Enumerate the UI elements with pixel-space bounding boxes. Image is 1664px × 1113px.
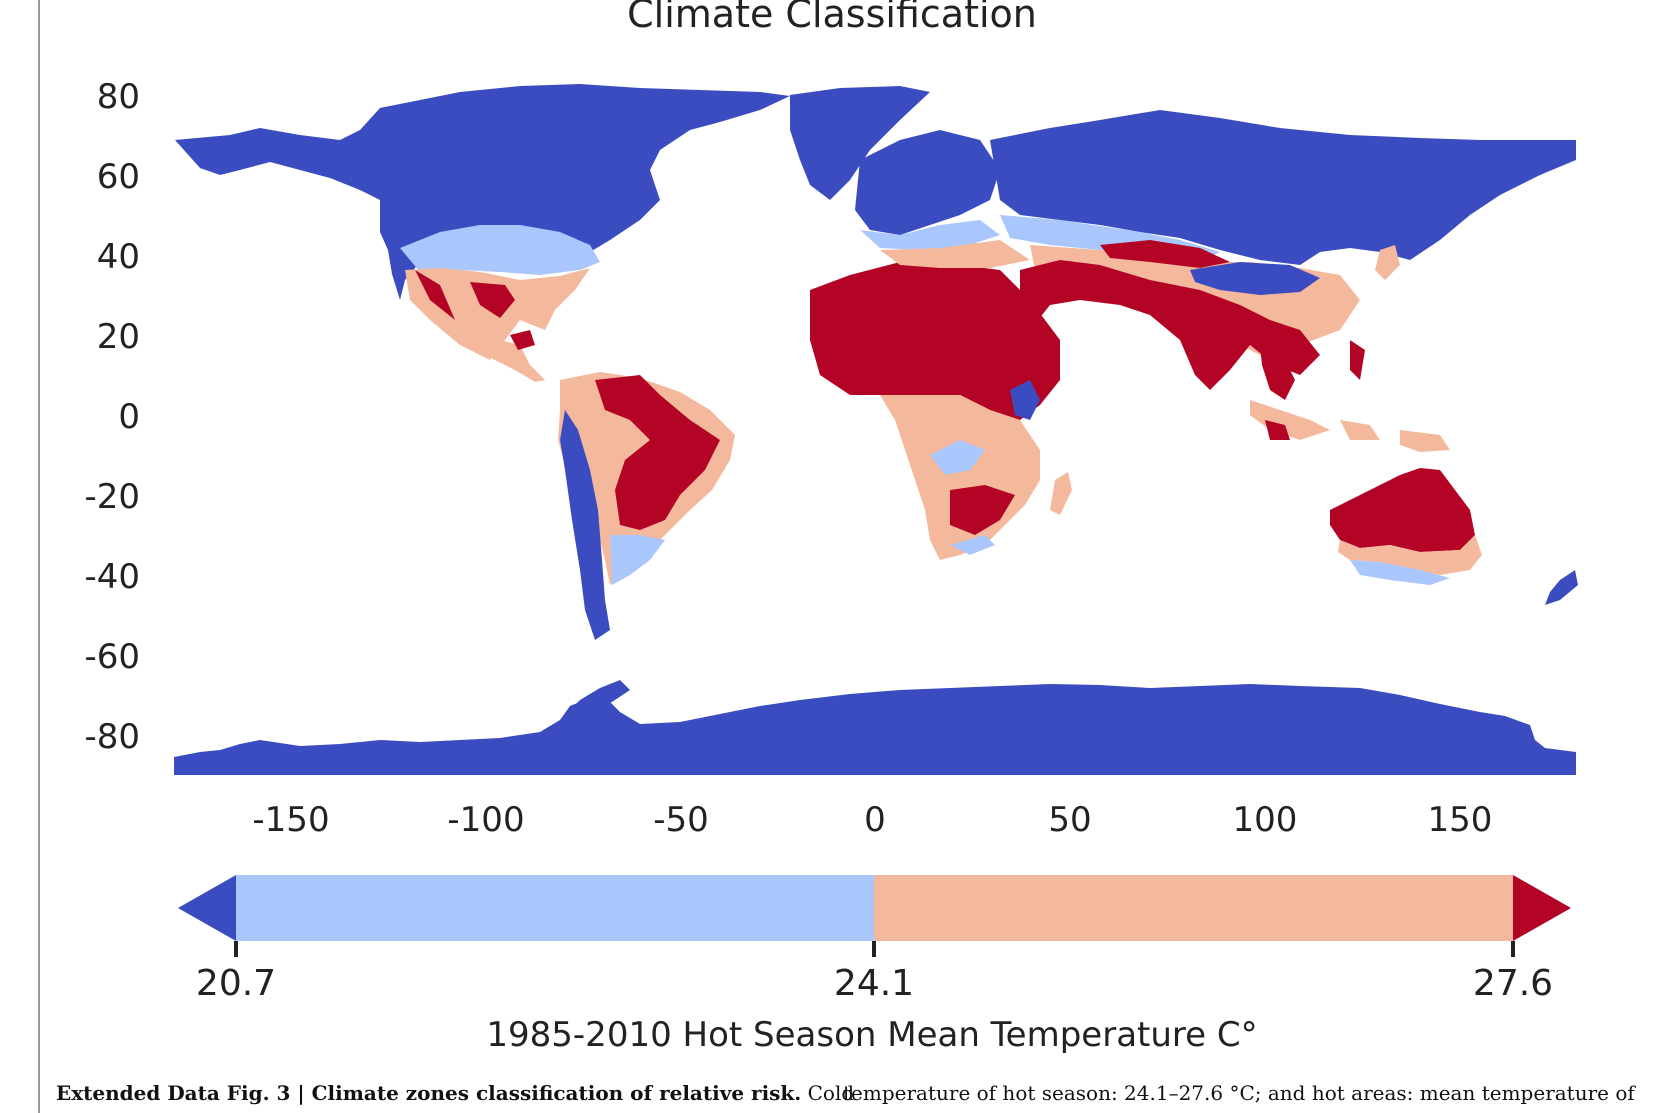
south-america-hot	[595, 375, 720, 530]
colorbar-extend-hot	[1513, 875, 1571, 941]
y-tick-label: -80	[84, 717, 140, 757]
y-tick-label: -60	[84, 637, 140, 677]
southeast-asia-hot	[1260, 345, 1295, 400]
colorbar-tick-label: 27.6	[1472, 963, 1554, 1004]
colorbar-tick-mark	[234, 941, 238, 957]
tibet-cold	[1190, 262, 1320, 295]
europe-cold	[855, 130, 1000, 235]
figure-caption-right: temperature of hot season: 24.1–27.6 °C;…	[843, 1081, 1635, 1105]
y-tick-label: 0	[118, 397, 140, 437]
colorbar-tick-mark	[1511, 941, 1515, 957]
greenland	[790, 86, 930, 200]
x-tick-label: 50	[1048, 800, 1092, 840]
europe-cool	[860, 220, 1000, 250]
south-america-cool	[610, 535, 665, 585]
x-tick-label: -50	[653, 800, 709, 840]
colorbar-label: 1985-2010 Hot Season Mean Temperature C°	[486, 1015, 1258, 1055]
caption-bold: Extended Data Fig. 3 | Climate zones cla…	[56, 1081, 802, 1105]
australia-hot	[1330, 468, 1475, 552]
left-border-line	[38, 0, 40, 1113]
antarctica-region	[174, 684, 1576, 775]
colorbar-tick-mark	[872, 941, 876, 957]
antarctic-peninsula	[560, 680, 630, 720]
y-tick-label: 20	[96, 317, 140, 357]
africa-hot-south	[950, 485, 1015, 535]
madagascar	[1050, 472, 1072, 515]
east-africa-cold	[1010, 380, 1040, 420]
africa-cool	[930, 440, 995, 555]
x-tick-label: 150	[1427, 800, 1493, 840]
y-tick-label: 60	[96, 157, 140, 197]
australia-warm	[1338, 535, 1482, 575]
central-america	[470, 340, 545, 382]
australia-cool	[1350, 560, 1450, 585]
x-tick-label: -100	[447, 800, 525, 840]
asia-hot	[1020, 260, 1320, 390]
y-tick-label: -20	[84, 477, 140, 517]
y-tick-label: 40	[96, 237, 140, 277]
chart-title: Climate Classification	[627, 0, 1037, 36]
x-tick-label: 100	[1232, 800, 1298, 840]
world-map	[174, 84, 1578, 775]
colorbar-tick-label: 20.7	[195, 963, 277, 1004]
colorbar	[178, 875, 1571, 957]
asia-cold	[990, 110, 1576, 265]
andes-cold	[560, 410, 610, 640]
japan	[1375, 245, 1400, 280]
north-america-hot	[415, 270, 515, 320]
y-tick-label: -40	[84, 557, 140, 597]
colorbar-tick-label: 24.1	[833, 963, 915, 1004]
caption-rest: Cold	[801, 1081, 855, 1105]
x-tick-label: 0	[864, 800, 886, 840]
x-tick-label: -150	[252, 800, 330, 840]
indonesia-warm	[1250, 400, 1450, 452]
colorbar-segment-cool	[236, 875, 874, 941]
central-america-hot	[510, 330, 535, 350]
figure-caption-left: Extended Data Fig. 3 | Climate zones cla…	[56, 1081, 854, 1105]
africa-warm	[880, 395, 1040, 560]
y-tick-label: 80	[96, 77, 140, 117]
new-zealand	[1545, 570, 1578, 605]
colorbar-segment-warm	[874, 875, 1513, 941]
indonesia-hot	[1265, 340, 1365, 440]
central-asia-hot	[1100, 240, 1230, 268]
colorbar-extend-cold	[178, 875, 236, 941]
europe-warm	[880, 240, 1030, 268]
north-america-cold	[175, 84, 790, 300]
north-america-cool	[400, 225, 600, 275]
africa-hot	[810, 262, 1060, 420]
